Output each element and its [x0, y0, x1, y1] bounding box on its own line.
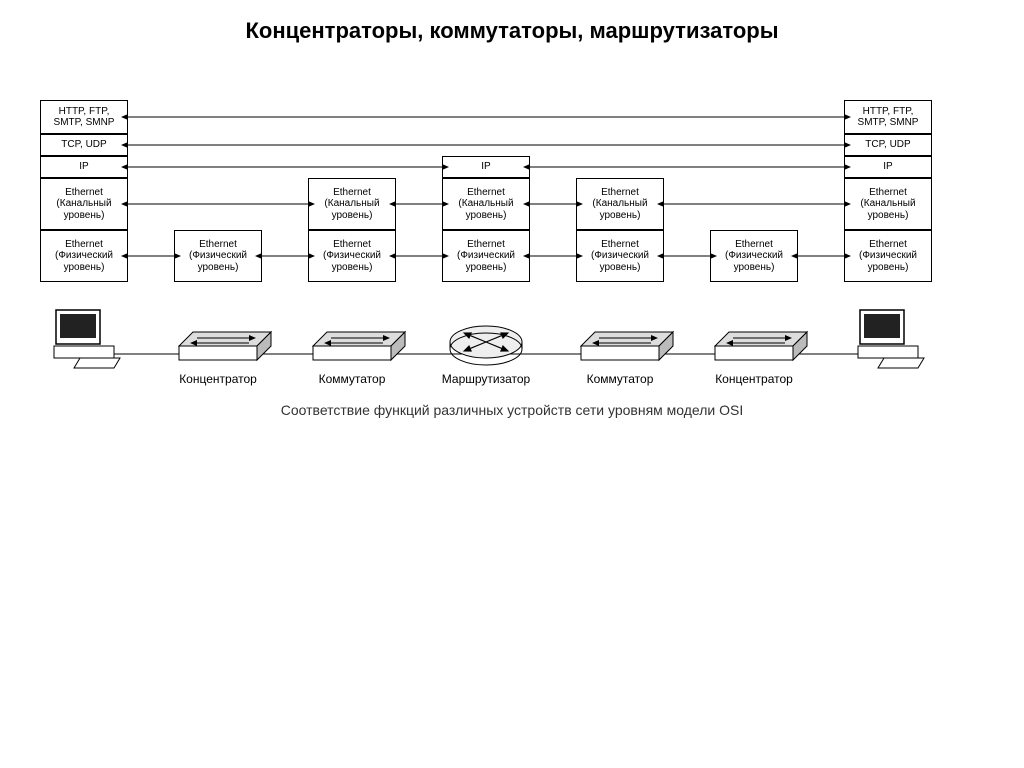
layer-box-hostA-row0: HTTP, FTP,SMTP, SMNP [40, 100, 128, 134]
hub-icon [715, 332, 807, 360]
layer-box-hub1-row4: Ethernet(Физическийуровень) [174, 230, 262, 282]
device-label-switch1: Коммутатор [298, 372, 406, 386]
layer-box-switch2-row3: Ethernet(Канальныйуровень) [576, 178, 664, 230]
layer-box-switch2-row4: Ethernet(Физическийуровень) [576, 230, 664, 282]
layer-box-hostA-row2: IP [40, 156, 128, 178]
layer-box-hostA-row1: TCP, UDP [40, 134, 128, 156]
device-label-switch2: Коммутатор [566, 372, 674, 386]
layer-box-hostB-row4: Ethernet(Физическийуровень) [844, 230, 932, 282]
switch-icon [313, 332, 405, 360]
computer-icon [858, 310, 924, 368]
layer-box-hostB-row0: HTTP, FTP,SMTP, SMNP [844, 100, 932, 134]
layer-box-hostB-row3: Ethernet(Канальныйуровень) [844, 178, 932, 230]
page-title: Концентраторы, коммутаторы, маршрутизато… [0, 18, 1024, 44]
osi-diagram: HTTP, FTP,SMTP, SMNPTCP, UDPIPEthernet(К… [40, 100, 984, 440]
layer-box-router-row3: Ethernet(Канальныйуровень) [442, 178, 530, 230]
device-label-router: Маршрутизатор [432, 372, 540, 386]
computer-icon [54, 310, 120, 368]
router-icon [450, 326, 522, 365]
layer-box-router-row4: Ethernet(Физическийуровень) [442, 230, 530, 282]
layer-box-hostA-row3: Ethernet(Канальныйуровень) [40, 178, 128, 230]
hub-icon [179, 332, 271, 360]
layer-box-hostB-row1: TCP, UDP [844, 134, 932, 156]
device-label-hub2: Концентратор [700, 372, 808, 386]
switch-icon [581, 332, 673, 360]
layer-box-hostA-row4: Ethernet(Физическийуровень) [40, 230, 128, 282]
layer-box-router-row2: IP [442, 156, 530, 178]
layer-box-switch1-row4: Ethernet(Физическийуровень) [308, 230, 396, 282]
layer-box-hostB-row2: IP [844, 156, 932, 178]
layer-box-switch1-row3: Ethernet(Канальныйуровень) [308, 178, 396, 230]
diagram-caption: Соответствие функций различных устройств… [100, 402, 924, 418]
device-label-hub1: Концентратор [164, 372, 272, 386]
layer-box-hub2-row4: Ethernet(Физическийуровень) [710, 230, 798, 282]
